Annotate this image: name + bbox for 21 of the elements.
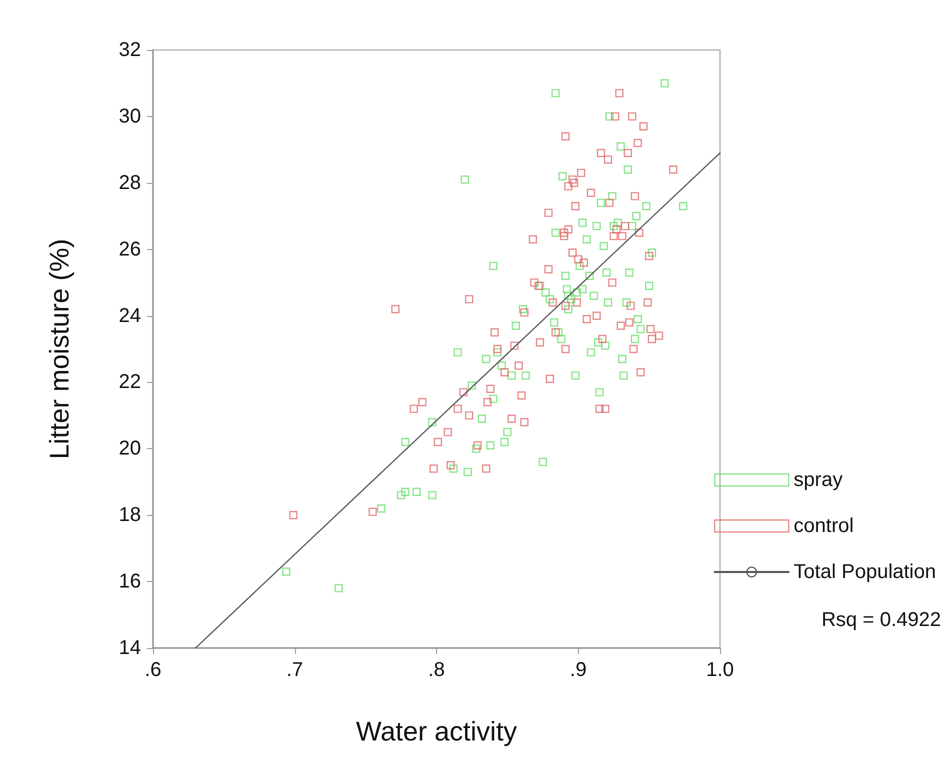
y-tick-label: 28 <box>118 172 141 194</box>
y-tick-label: 16 <box>118 570 141 593</box>
x-tick-label: .6 <box>144 659 162 681</box>
y-axis-title: Litter moisture (%) <box>44 238 74 460</box>
legend-label: Total Population <box>794 561 936 583</box>
y-tick-label: 24 <box>118 304 141 327</box>
y-tick-label: 26 <box>118 238 141 260</box>
legend-label: spray <box>794 469 843 491</box>
y-tick-label: 14 <box>118 637 141 659</box>
x-tick-label: 1.0 <box>706 659 734 681</box>
x-tick-label: .8 <box>428 659 445 681</box>
x-tick-label: .7 <box>286 659 304 681</box>
x-axis-title: Water activity <box>356 716 518 746</box>
y-tick-label: 18 <box>118 504 141 526</box>
x-tick-label: .9 <box>570 659 587 681</box>
y-tick-label: 20 <box>118 438 141 460</box>
y-tick-label: 32 <box>118 39 141 61</box>
y-tick-label: 22 <box>118 371 141 394</box>
y-tick-label: 30 <box>118 105 141 128</box>
legend-label: control <box>794 515 854 537</box>
text: Rsq = 0.4922 <box>821 609 941 631</box>
